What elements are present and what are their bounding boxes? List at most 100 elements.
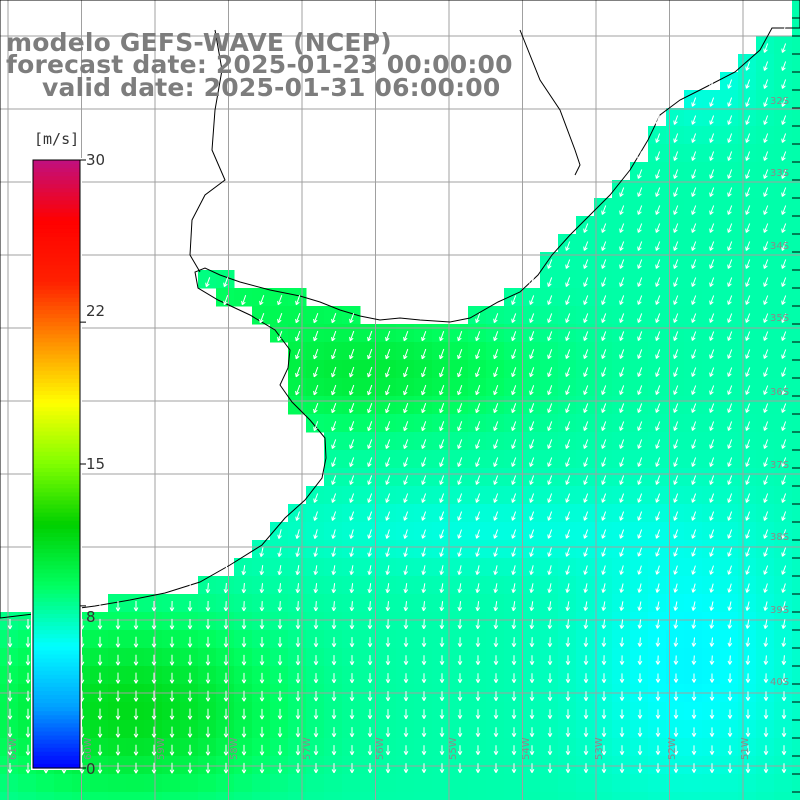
wind-arrow — [223, 744, 229, 756]
field-cell — [234, 558, 253, 577]
field-cell — [108, 612, 127, 631]
field-cell — [630, 540, 649, 559]
wind-arrow — [313, 673, 319, 684]
field-cell — [342, 432, 361, 451]
colorbar-segment — [33, 686, 80, 692]
field-cell — [432, 342, 451, 361]
wind-arrow — [601, 529, 607, 539]
wind-arrow — [547, 403, 553, 413]
field-cell — [594, 252, 613, 271]
colorbar-segment — [33, 443, 80, 449]
field-cell — [756, 540, 775, 559]
lat-label: 40S — [770, 677, 790, 688]
field-cell — [648, 666, 667, 685]
field-cell — [378, 360, 397, 379]
field-cell — [594, 666, 613, 685]
field-cell — [558, 630, 577, 649]
wind-arrow — [385, 366, 391, 378]
wind-arrow — [583, 637, 589, 647]
wind-arrow — [565, 475, 571, 485]
field-cell — [324, 504, 343, 523]
field-cell — [684, 198, 703, 217]
wind-arrow — [673, 277, 679, 287]
field-cell — [306, 414, 325, 433]
wind-arrow — [781, 205, 787, 215]
colorbar-segment — [33, 763, 80, 769]
wind-arrow — [241, 565, 247, 576]
field-cell — [486, 504, 505, 523]
field-cell — [756, 414, 775, 433]
field-cell — [630, 432, 649, 451]
wind-arrow — [529, 493, 535, 503]
field-cell — [720, 738, 739, 757]
colorbar-segment — [33, 613, 80, 619]
field-cell — [54, 792, 73, 800]
wind-arrow — [223, 636, 229, 648]
field-cell — [522, 288, 541, 307]
wind-arrow — [781, 691, 787, 701]
wind-arrow — [511, 511, 517, 521]
field-cell — [576, 324, 595, 343]
wind-arrow — [781, 295, 787, 305]
wind-arrow — [385, 529, 390, 539]
wind-arrow — [763, 583, 768, 593]
field-cell — [756, 288, 775, 307]
wind-arrow — [331, 619, 337, 630]
field-cell — [288, 396, 307, 415]
wind-arrow — [619, 745, 625, 755]
wind-arrow — [547, 331, 553, 341]
wind-arrow — [457, 673, 463, 684]
wind-arrow — [493, 709, 499, 720]
field-cell — [216, 648, 235, 667]
field-cell — [792, 612, 800, 631]
wind-arrow — [691, 457, 697, 467]
wind-arrow — [457, 439, 463, 449]
field-cell — [774, 270, 793, 289]
colorbar-segment — [33, 524, 80, 530]
field-cell — [666, 360, 685, 379]
field-cell — [396, 414, 415, 433]
colorbar-segment — [33, 520, 80, 526]
wind-arrow — [691, 673, 697, 683]
wind-arrow — [529, 745, 535, 756]
wind-arrow — [781, 313, 787, 323]
field-cell — [270, 738, 289, 757]
wind-arrow — [583, 331, 589, 341]
field-cell — [252, 612, 271, 631]
wind-arrow — [349, 763, 355, 774]
wind-arrow — [187, 690, 193, 702]
wind-arrow — [331, 691, 337, 702]
wind-arrow — [151, 654, 157, 666]
wind-arrow — [745, 727, 751, 737]
field-cell — [594, 756, 613, 775]
wind-arrow — [547, 439, 553, 449]
field-cell — [414, 738, 433, 757]
field-cell — [306, 792, 325, 800]
field-cell — [702, 234, 721, 253]
wind-arrow — [763, 529, 769, 539]
wind-arrow — [331, 384, 337, 396]
field-cell — [378, 738, 397, 757]
field-cell — [630, 252, 649, 271]
wind-arrow — [547, 691, 553, 702]
field-cell — [558, 540, 577, 559]
wind-arrow — [295, 330, 301, 342]
field-cell — [720, 630, 739, 649]
wind-arrow — [115, 654, 121, 666]
field-cell — [252, 540, 271, 559]
wind-arrow — [475, 349, 481, 360]
wind-arrow — [745, 547, 751, 557]
field-cell — [486, 576, 505, 595]
colorbar-segment — [33, 541, 80, 546]
wind-arrow — [601, 367, 607, 377]
field-cell — [774, 450, 793, 469]
field-cell — [630, 450, 649, 469]
wind-arrow — [637, 619, 643, 629]
field-cell — [468, 360, 487, 379]
wind-arrow — [547, 421, 553, 431]
wind-arrow — [673, 331, 679, 341]
field-cell — [540, 720, 559, 739]
wind-arrow — [637, 457, 643, 467]
field-cell — [630, 180, 649, 199]
wind-arrow — [277, 745, 283, 756]
